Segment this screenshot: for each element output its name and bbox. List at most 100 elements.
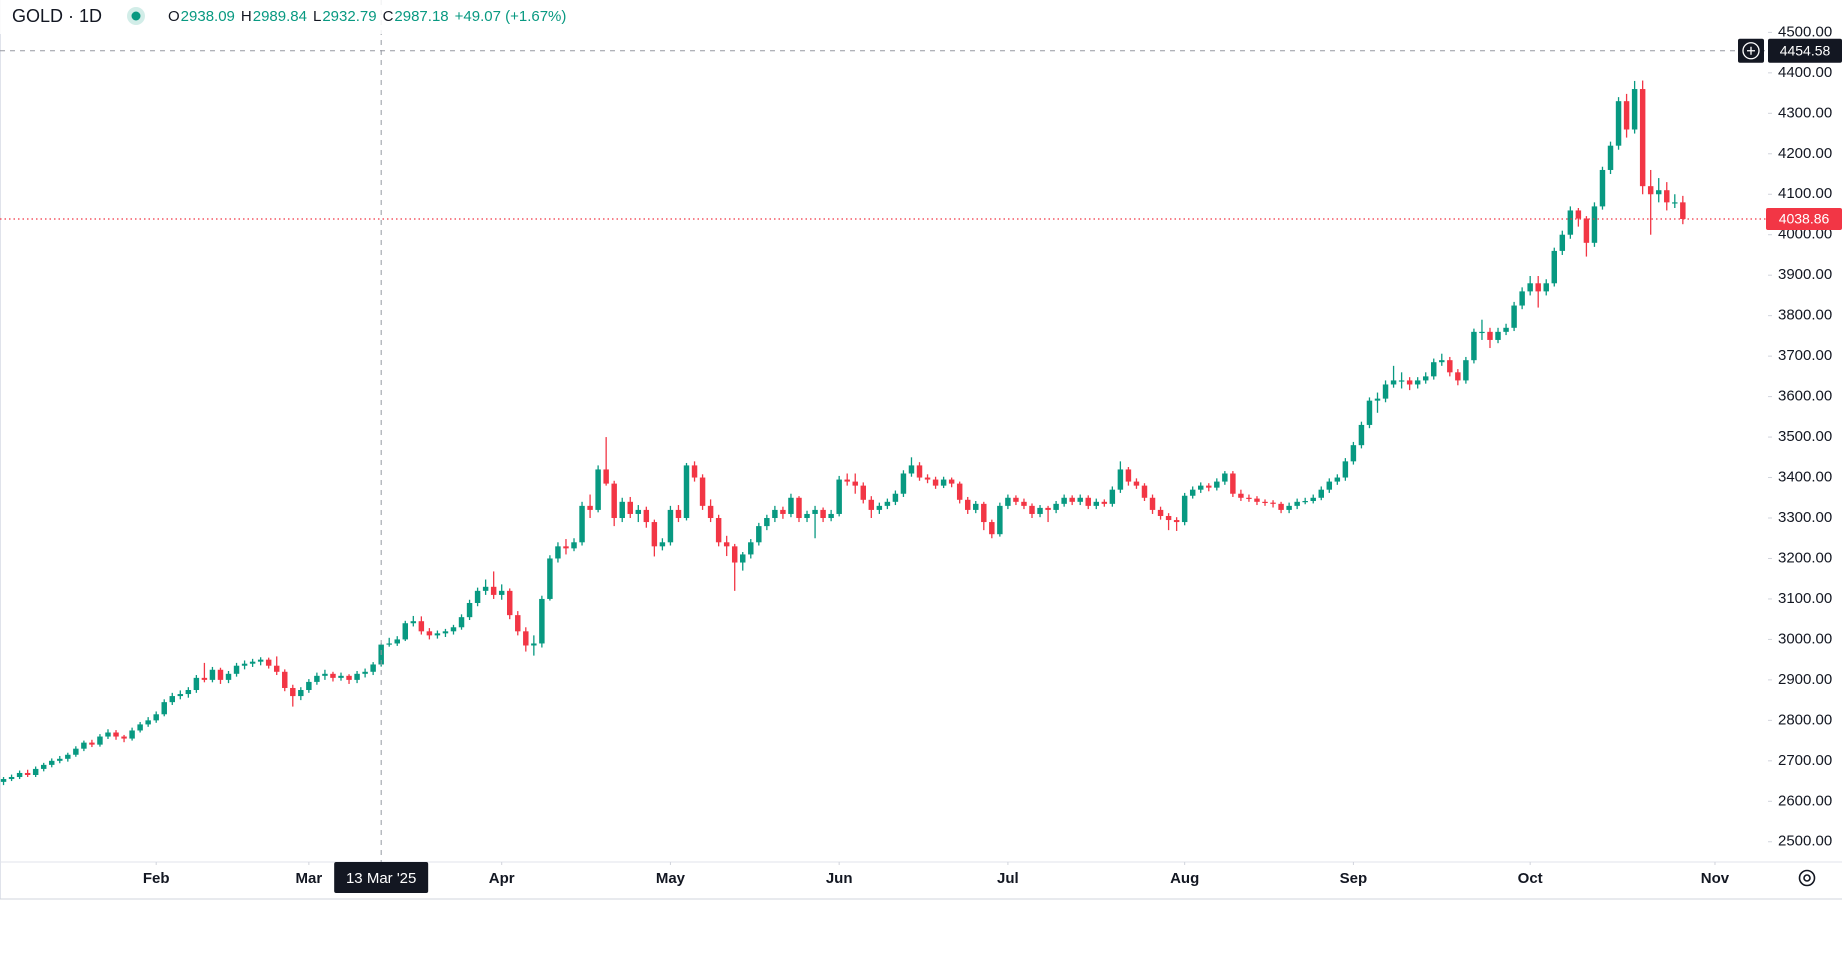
candle-body xyxy=(1350,445,1357,462)
candle-body xyxy=(177,694,184,697)
candle-body xyxy=(1165,515,1172,521)
candle-body xyxy=(1366,400,1373,425)
y-tick-label: 3400.00 xyxy=(1778,469,1832,486)
y-tick-label: 4200.00 xyxy=(1778,145,1832,162)
candle-body xyxy=(667,509,674,543)
candle-body xyxy=(515,615,521,632)
candle-body xyxy=(764,518,770,527)
symbol[interactable]: GOLD · 1D xyxy=(12,6,102,26)
ohlc-value: 2989.84 xyxy=(253,8,307,25)
candle-body xyxy=(1214,481,1220,488)
candle-body xyxy=(282,671,288,688)
candle-body xyxy=(836,479,842,514)
candle-body xyxy=(1406,380,1413,385)
add-alert-circle xyxy=(1742,42,1760,60)
candle-body xyxy=(482,586,489,591)
candle-body xyxy=(306,681,312,691)
candle-body xyxy=(643,509,650,523)
candle-body xyxy=(1326,481,1333,490)
candle-body xyxy=(1358,424,1365,446)
candle-body xyxy=(402,623,409,640)
candle-body xyxy=(820,509,826,519)
candle-body xyxy=(1382,384,1389,399)
candle-body xyxy=(587,505,593,510)
candle-body xyxy=(1013,497,1019,502)
candle-body xyxy=(956,483,963,500)
candle-body xyxy=(531,643,537,646)
ohlc-value: 2932.79 xyxy=(322,8,376,25)
candle-body xyxy=(145,720,151,725)
candle-body xyxy=(314,675,320,682)
ohlc-letter: O xyxy=(168,8,180,25)
candle-body xyxy=(0,779,7,782)
candle-body xyxy=(1664,190,1670,203)
candle-body xyxy=(1463,360,1469,381)
ohlc-letter: H xyxy=(241,8,252,25)
gear-inner xyxy=(1803,874,1811,882)
y-tick-label: 3000.00 xyxy=(1778,630,1832,647)
candle-body xyxy=(1101,501,1108,504)
candle-body xyxy=(73,748,79,755)
candle-body xyxy=(1487,331,1493,340)
plot-area xyxy=(0,80,1686,786)
candle-body xyxy=(1647,186,1654,195)
candle-body xyxy=(370,664,376,672)
candle-body xyxy=(1045,507,1051,510)
candle-body xyxy=(1005,497,1011,506)
candle-body xyxy=(40,764,47,769)
candle-body xyxy=(137,724,143,731)
crosshair-date-box xyxy=(334,862,429,893)
y-tick-label: 3200.00 xyxy=(1778,549,1832,566)
settings-icon[interactable] xyxy=(1798,869,1816,887)
candle-body xyxy=(273,665,280,672)
candle-body xyxy=(1519,291,1525,306)
candle-body xyxy=(691,465,698,478)
candle-body xyxy=(1495,331,1501,340)
candle-body xyxy=(8,777,15,780)
y-tick-label: 2700.00 xyxy=(1778,752,1832,769)
candle-body xyxy=(812,509,818,514)
crosshair-price-box xyxy=(1768,38,1842,63)
candle-body xyxy=(1109,489,1116,504)
y-tick-label: 2900.00 xyxy=(1778,671,1832,688)
x-tick-label: Apr xyxy=(489,870,515,887)
y-tick-label: 4300.00 xyxy=(1778,104,1832,121)
candle-body xyxy=(1125,469,1132,482)
ohlc-value: 2938.09 xyxy=(181,8,235,25)
y-tick-label: 3800.00 xyxy=(1778,307,1832,324)
x-tick-label: Oct xyxy=(1518,870,1543,887)
candle-body xyxy=(1342,461,1349,478)
candle-body xyxy=(523,631,529,646)
candle-body xyxy=(1479,331,1485,334)
candle-body xyxy=(796,497,802,519)
candle-body xyxy=(852,481,858,486)
candle-body xyxy=(683,465,690,519)
candle-body xyxy=(1623,101,1630,130)
candle-body xyxy=(1189,489,1196,496)
y-tick-label: 3900.00 xyxy=(1778,266,1832,283)
candle-body xyxy=(1503,327,1509,332)
candle-body xyxy=(474,590,481,603)
candle-body xyxy=(105,732,111,737)
candle-body xyxy=(225,673,232,680)
y-tick-label: 3100.00 xyxy=(1778,590,1832,607)
candle-body xyxy=(458,617,465,628)
candle-body xyxy=(900,473,907,494)
candle-body xyxy=(1061,497,1067,504)
x-tick-label: Aug xyxy=(1170,870,1199,887)
candle-body xyxy=(1254,498,1260,502)
x-tick-label: Jul xyxy=(997,870,1019,887)
add-alert-button[interactable] xyxy=(1738,38,1764,63)
candle-body xyxy=(410,621,417,624)
candle-body xyxy=(860,485,867,500)
candle-body xyxy=(1222,473,1228,482)
candle-body xyxy=(964,499,971,510)
candle-body xyxy=(1559,234,1566,251)
candle-body xyxy=(1511,305,1517,328)
candle-body xyxy=(756,526,762,543)
candle-body xyxy=(209,669,216,680)
candle-body xyxy=(338,675,344,678)
candle-body xyxy=(1615,101,1622,146)
candle-body xyxy=(1543,283,1549,292)
candle-body xyxy=(1141,485,1148,498)
